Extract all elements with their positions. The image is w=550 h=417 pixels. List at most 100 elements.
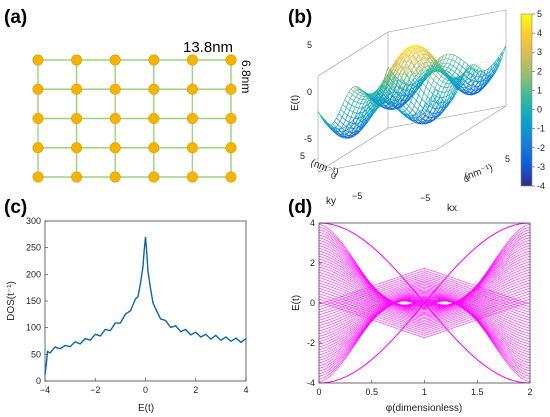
panel-d-label: (d) [288,197,312,218]
surface-mesh-segment [407,51,412,56]
surface-mesh-segment [429,85,432,92]
dos-series-line [44,236,247,375]
surface-mesh-segment [406,105,410,110]
surface-mesh-segment [409,118,414,122]
surface-mesh-segment [393,74,397,82]
surface-mesh-segment [343,107,347,113]
surface-mesh-segment [353,127,358,129]
surface-mesh-segment [442,58,446,64]
surface-mesh-segment [408,73,413,80]
surface-mesh-segment [427,90,430,97]
surface-mesh-segment [430,112,434,114]
surface-x-unit: (nm⁻¹) [463,163,494,183]
surface-mesh-segment [449,59,453,65]
surface-mesh-segment [402,95,406,101]
surface-mesh-segment [432,94,435,99]
surface-mesh-segment [353,96,357,101]
surface-mesh-segment [380,98,385,101]
lattice-site [148,83,160,95]
surface-mesh-segment [431,101,435,108]
surface-mesh-segment [474,64,478,67]
surface-mesh-segment [427,57,432,60]
surface-mesh-segment [462,81,466,85]
surface-mesh-segment [438,85,441,92]
surface-mesh-segment [409,55,413,58]
surface-mesh-segment [468,67,472,73]
surface-mesh-segment [328,124,333,129]
surface-mesh-segment [404,81,409,85]
surface-mesh-segment [453,83,458,88]
surface-mesh-segment [455,56,458,62]
surface-mesh-segment [432,93,437,97]
surface-mesh-segment [472,75,475,79]
surface-mesh-segment [400,105,404,109]
surface-mesh-segment [412,54,416,59]
surface-mesh-segment [385,67,389,74]
surface-mesh-segment [360,99,364,104]
butterfly-band-line [319,276,530,316]
surface-mesh-segment [467,64,472,70]
surface-mesh-segment [397,71,400,75]
surface-mesh-segment [446,91,450,97]
lattice-site [109,83,121,95]
surface-mesh-segment [434,109,438,113]
surface-mesh-segment [345,102,349,108]
surface-mesh-segment [407,55,411,59]
surface-mesh-segment [476,75,480,78]
surface-mesh-segment [395,80,398,87]
surface-mesh-segment [352,131,356,136]
surface-mesh-segment [423,107,428,112]
surface-mesh-segment [401,81,406,85]
surface-mesh-segment [376,95,379,98]
surface-mesh-segment [380,103,383,105]
surface-mesh-segment [408,66,411,71]
lattice-site [225,171,237,183]
surface-mesh-segment [337,121,341,125]
surface-mesh-segment [405,84,408,88]
butterfly-band-line [319,277,530,321]
surface-mesh-segment [423,55,428,60]
surface-mesh-segment [398,95,402,101]
surface-mesh-segment [389,107,394,110]
surface-mesh-segment [406,108,411,114]
butterfly-band-line [319,300,530,374]
surface-mesh-segment [445,87,448,93]
surface-mesh-segment [457,81,460,84]
surface-mesh-segment [360,89,364,92]
surface-mesh-segment [447,93,451,100]
surface-mesh-segment [410,87,414,91]
surface-box-edge [317,31,389,77]
surface-mesh-segment [484,74,487,80]
surface-mesh-segment [465,69,470,73]
surface-mesh-segment [443,70,446,73]
surface-mesh-segment [326,123,329,126]
surface-mesh-segment [352,120,356,124]
butterfly-band-line [319,224,530,306]
dos-x-tick-label: −4 [40,385,50,395]
surface-mesh-segment [404,90,408,96]
surface-mesh-segment [418,94,423,100]
surface-mesh-segment [467,89,471,93]
surface-mesh-segment [475,67,480,72]
surface-mesh-segment [410,44,415,47]
surface-mesh-segment [470,79,475,82]
surface-mesh-segment [384,100,389,105]
surface-mesh-segment [410,70,413,75]
surface-mesh-segment [335,127,340,131]
surface-mesh-segment [410,96,414,103]
surface-mesh-segment [399,68,404,75]
surface-mesh-segment [464,81,469,85]
butterfly-band-line [319,285,530,326]
surface-mesh-segment [466,72,470,78]
surface-mesh-segment [482,81,487,85]
surface-mesh-segment [379,85,383,91]
surface-mesh-segment [413,113,416,117]
butterfly-x-tick-label: 0.5 [365,387,378,397]
colorbar-tick-label: 1 [537,85,542,95]
surface-mesh-segment [356,86,360,89]
surface-mesh-segment [404,110,409,115]
surface-mesh-segment [413,115,418,120]
surface-mesh-segment [491,61,496,66]
surface-mesh-segment [473,86,476,91]
surface-mesh-segment [464,87,467,90]
